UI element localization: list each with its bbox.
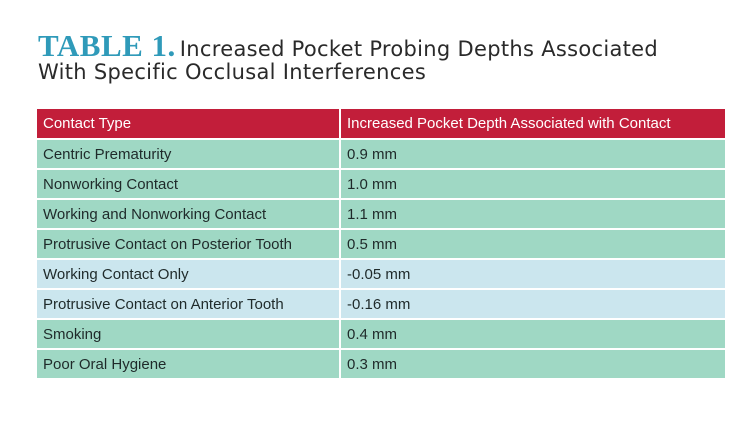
cell-pocket-depth: 0.4 mm xyxy=(340,319,725,350)
cell-contact-type: Centric Prematurity xyxy=(37,139,341,170)
cell-contact-type: Smoking xyxy=(37,319,341,350)
cell-contact-type: Working Contact Only xyxy=(37,259,341,290)
header-row: Contact Type Increased Pocket Depth Asso… xyxy=(37,109,725,140)
header-contact-type: Contact Type xyxy=(37,109,341,140)
cell-contact-type: Poor Oral Hygiene xyxy=(37,349,341,380)
table-caption: TABLE 1. Increased Pocket Probing Depths… xyxy=(38,30,738,90)
caption-line-1: TABLE 1. Increased Pocket Probing Depths… xyxy=(38,30,738,61)
table-header: Contact Type Increased Pocket Depth Asso… xyxy=(37,109,725,140)
table-row: Working and Nonworking Contact 1.1 mm xyxy=(37,199,725,230)
table-row: Smoking 0.4 mm xyxy=(37,319,725,350)
table-row: Centric Prematurity 0.9 mm xyxy=(37,139,725,170)
caption-text-line-1: Increased Pocket Probing Depths Associat… xyxy=(179,37,659,61)
cell-contact-type: Nonworking Contact xyxy=(37,169,341,200)
cell-pocket-depth: -0.05 mm xyxy=(340,259,725,290)
caption-text-line-2: With Specific Occlusal Interferences xyxy=(38,60,427,84)
cell-contact-type: Protrusive Contact on Anterior Tooth xyxy=(37,289,341,320)
cell-pocket-depth: -0.16 mm xyxy=(340,289,725,320)
data-table: Contact Type Increased Pocket Depth Asso… xyxy=(37,109,725,380)
table-body: Centric Prematurity 0.9 mm Nonworking Cont… xyxy=(37,139,725,380)
cell-pocket-depth: 0.5 mm xyxy=(340,229,725,260)
table-row: Working Contact Only -0.05 mm xyxy=(37,259,725,290)
table-row: Protrusive Contact on Anterior Tooth -0.1… xyxy=(37,289,725,320)
cell-pocket-depth: 1.0 mm xyxy=(340,169,725,200)
header-pocket-depth: Increased Pocket Depth Associated with C… xyxy=(340,109,725,140)
caption-line-2: With Specific Occlusal Interferences xyxy=(38,62,738,90)
table-row: Poor Oral Hygiene 0.3 mm xyxy=(37,349,725,380)
cell-pocket-depth: 0.9 mm xyxy=(340,139,725,170)
cell-contact-type: Protrusive Contact on Posterior Tooth xyxy=(37,229,341,260)
table-row: Protrusive Contact on Posterior Tooth 0.5… xyxy=(37,229,725,260)
cell-pocket-depth: 1.1 mm xyxy=(340,199,725,230)
cell-pocket-depth: 0.3 mm xyxy=(340,349,725,380)
cell-contact-type: Working and Nonworking Contact xyxy=(37,199,341,230)
table-row: Nonworking Contact 1.0 mm xyxy=(37,169,725,200)
table-number-label: TABLE 1. xyxy=(38,28,176,63)
